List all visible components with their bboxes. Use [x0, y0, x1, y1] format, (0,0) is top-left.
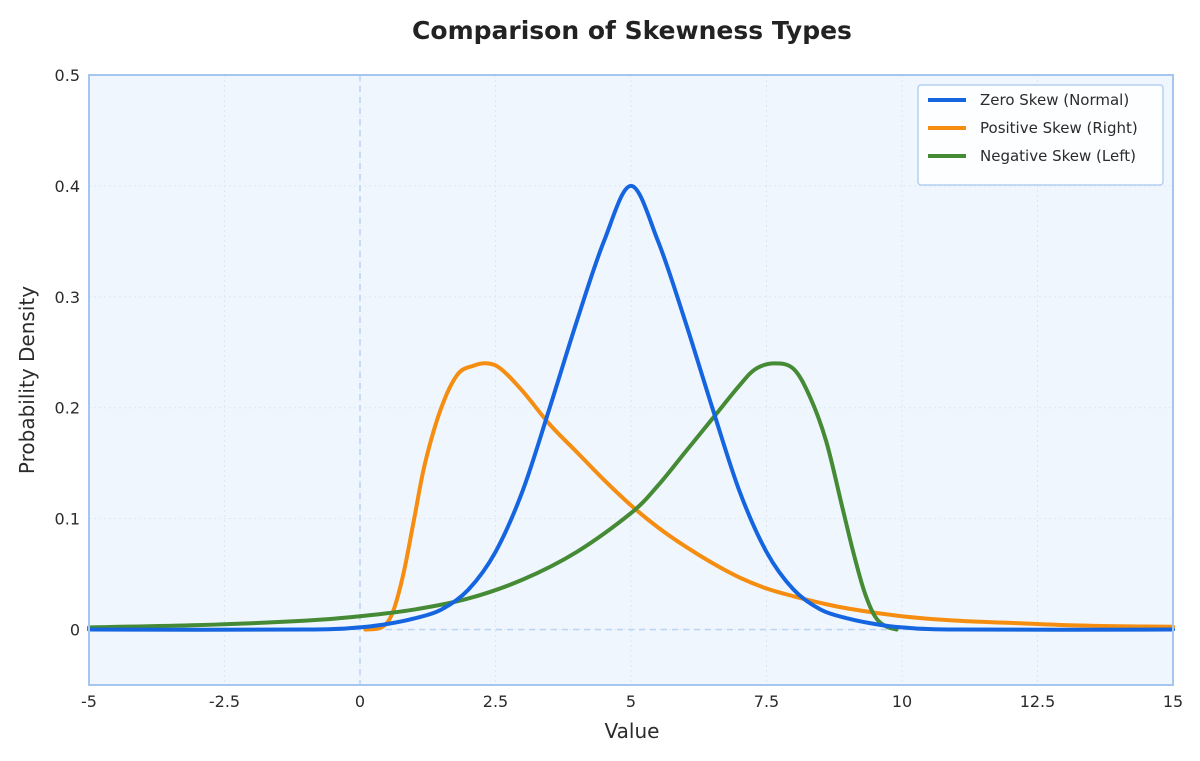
- y-tick-label: 0: [70, 621, 80, 640]
- x-axis-label: Value: [605, 719, 660, 743]
- x-tick-label: 12.5: [1020, 692, 1056, 711]
- x-tick-label: 5: [626, 692, 636, 711]
- series-line-0: [87, 183, 1175, 632]
- plot-frame: [88, 74, 1174, 686]
- x-tick-label: 0: [355, 692, 365, 711]
- y-tick-label: 0.1: [55, 510, 80, 529]
- legend-label-1: Positive Skew (Right): [980, 119, 1138, 137]
- legend-label-2: Negative Skew (Left): [980, 147, 1136, 165]
- plot-area: -5 -2.5 0 2.5 5 7.5 10 12.5 15 0 0.1 0.2 0.3 0.4 0.5 Ze…: [55, 66, 1184, 711]
- x-tick-label: 2.5: [483, 692, 508, 711]
- legend-box: [917, 84, 1164, 186]
- y-tick-label: 0.2: [55, 399, 80, 418]
- x-tick-label: 10: [892, 692, 912, 711]
- y-axis-label: Probability Density: [15, 286, 39, 474]
- series-line-1: [363, 361, 1175, 632]
- y-tick-label: 0.4: [55, 177, 80, 196]
- chart-title: Comparison of Skewness Types: [412, 16, 852, 45]
- x-tick-label: 15: [1163, 692, 1183, 711]
- legend-label-0: Zero Skew (Normal): [980, 91, 1129, 109]
- x-tick-label: -2.5: [209, 692, 240, 711]
- y-tick-label: 0.5: [55, 66, 80, 85]
- x-tick-label: -5: [81, 692, 97, 711]
- y-tick-label: 0.3: [55, 288, 80, 307]
- x-tick-label: 7.5: [754, 692, 779, 711]
